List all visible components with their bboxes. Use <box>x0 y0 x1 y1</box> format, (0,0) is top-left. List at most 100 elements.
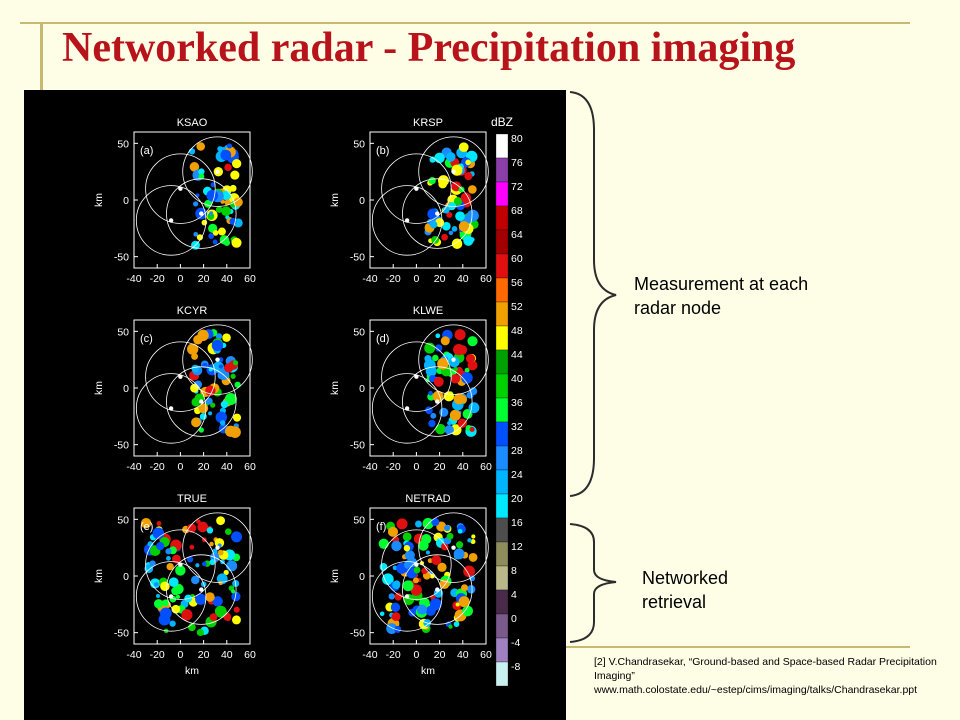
brace-measurement <box>569 91 617 497</box>
precip-cell <box>226 560 238 572</box>
radar-node-marker <box>215 545 220 550</box>
precip-cell <box>175 594 181 599</box>
y-tick-label: 50 <box>117 326 129 338</box>
x-axis-label: km <box>185 665 199 677</box>
colorbar-swatch <box>495 589 509 615</box>
precip-cell <box>408 608 416 617</box>
precip-cell <box>429 598 442 611</box>
precip-cell <box>432 354 439 362</box>
precip-cell <box>197 521 209 533</box>
y-tick-label: 0 <box>123 383 129 395</box>
precip-cell <box>202 561 207 567</box>
precip-cell <box>191 575 200 585</box>
y-tick-label: 0 <box>359 383 365 395</box>
precip-cell <box>457 345 468 355</box>
precip-cell <box>447 420 452 426</box>
colorbar-swatch <box>495 157 509 183</box>
precip-cell <box>382 573 394 586</box>
panel-tag: (e) <box>140 521 153 533</box>
x-tick-label: -20 <box>386 649 401 661</box>
precip-cell <box>460 192 472 203</box>
precip-cell <box>209 211 214 216</box>
precip-cell <box>221 190 232 201</box>
y-tick-label: -50 <box>350 252 365 264</box>
precip-cell <box>217 227 226 236</box>
radar-coverage-circle <box>135 561 207 632</box>
y-axis-label: km <box>93 193 105 207</box>
colorbar-swatch <box>495 205 509 231</box>
precip-cell <box>209 541 214 547</box>
y-tick-label: 0 <box>123 571 129 583</box>
radar-node-marker <box>199 587 204 592</box>
x-tick-label: 0 <box>177 649 183 661</box>
precip-cell <box>435 423 446 435</box>
radar-node-marker <box>451 545 456 550</box>
precip-cell <box>160 607 172 620</box>
precip-cell <box>215 206 223 213</box>
precip-cell <box>232 413 242 422</box>
precip-cell <box>223 239 231 246</box>
precip-cell <box>453 366 458 372</box>
radar-node-marker <box>178 374 183 379</box>
radar-coverage-circle <box>135 185 207 256</box>
precip-cell <box>453 197 463 206</box>
precip-cell <box>190 383 199 393</box>
precip-cell <box>453 621 460 628</box>
precip-cell <box>224 363 234 373</box>
precip-cell <box>458 596 470 608</box>
precip-cell <box>467 336 478 347</box>
precip-cell <box>435 344 443 352</box>
x-tick-label: -20 <box>150 649 165 661</box>
precip-cell <box>209 613 218 622</box>
radar-coverage-circle <box>371 185 443 256</box>
precip-cell <box>154 582 159 587</box>
precip-cell <box>431 517 440 527</box>
colorbar-swatch <box>495 421 509 447</box>
colorbar-swatch <box>495 229 509 255</box>
precip-cell <box>450 373 461 384</box>
x-tick-label: 20 <box>434 461 446 473</box>
colorbar-swatch <box>495 469 509 495</box>
colorbar-tick: 12 <box>511 541 523 553</box>
precip-cell <box>156 542 165 551</box>
precip-cell <box>172 554 181 564</box>
precip-cell <box>208 411 213 416</box>
precip-cell <box>458 142 469 153</box>
x-tick-label: 40 <box>221 273 233 285</box>
precip-cell <box>175 565 186 576</box>
precip-cell <box>467 538 472 543</box>
colorbar-tick: 36 <box>511 397 523 409</box>
x-tick-label: -40 <box>362 461 377 473</box>
y-tick-label: 0 <box>359 195 365 207</box>
colorbar-swatch <box>495 517 509 543</box>
colorbar-swatch <box>495 181 509 207</box>
precip-cell <box>403 545 411 552</box>
precip-cell <box>440 336 450 346</box>
precip-cell <box>224 199 231 206</box>
y-axis-label: km <box>329 193 341 207</box>
radar-coverage-circle <box>166 366 237 437</box>
precip-cell <box>425 365 437 377</box>
precip-cell <box>189 162 200 172</box>
radar-node-marker <box>404 218 410 223</box>
x-tick-label: -40 <box>362 273 377 285</box>
precip-cell <box>412 577 419 584</box>
precip-cell <box>224 528 232 536</box>
panel-title: KRSP <box>413 117 443 129</box>
x-tick-label: 40 <box>457 461 469 473</box>
precip-cell <box>429 573 435 579</box>
y-tick-label: 50 <box>117 138 129 150</box>
x-tick-label: 40 <box>457 649 469 661</box>
precip-cell <box>198 427 204 433</box>
colorbar-swatch <box>495 373 509 399</box>
precip-cell <box>217 549 224 556</box>
precip-cell <box>466 209 479 222</box>
colorbar-tick: 72 <box>511 181 523 193</box>
colorbar-swatch <box>495 397 509 423</box>
precip-cell <box>187 343 199 355</box>
precip-cell <box>430 412 437 419</box>
precip-cell <box>391 612 401 622</box>
precip-cell <box>471 534 476 539</box>
precip-cell <box>464 367 470 373</box>
